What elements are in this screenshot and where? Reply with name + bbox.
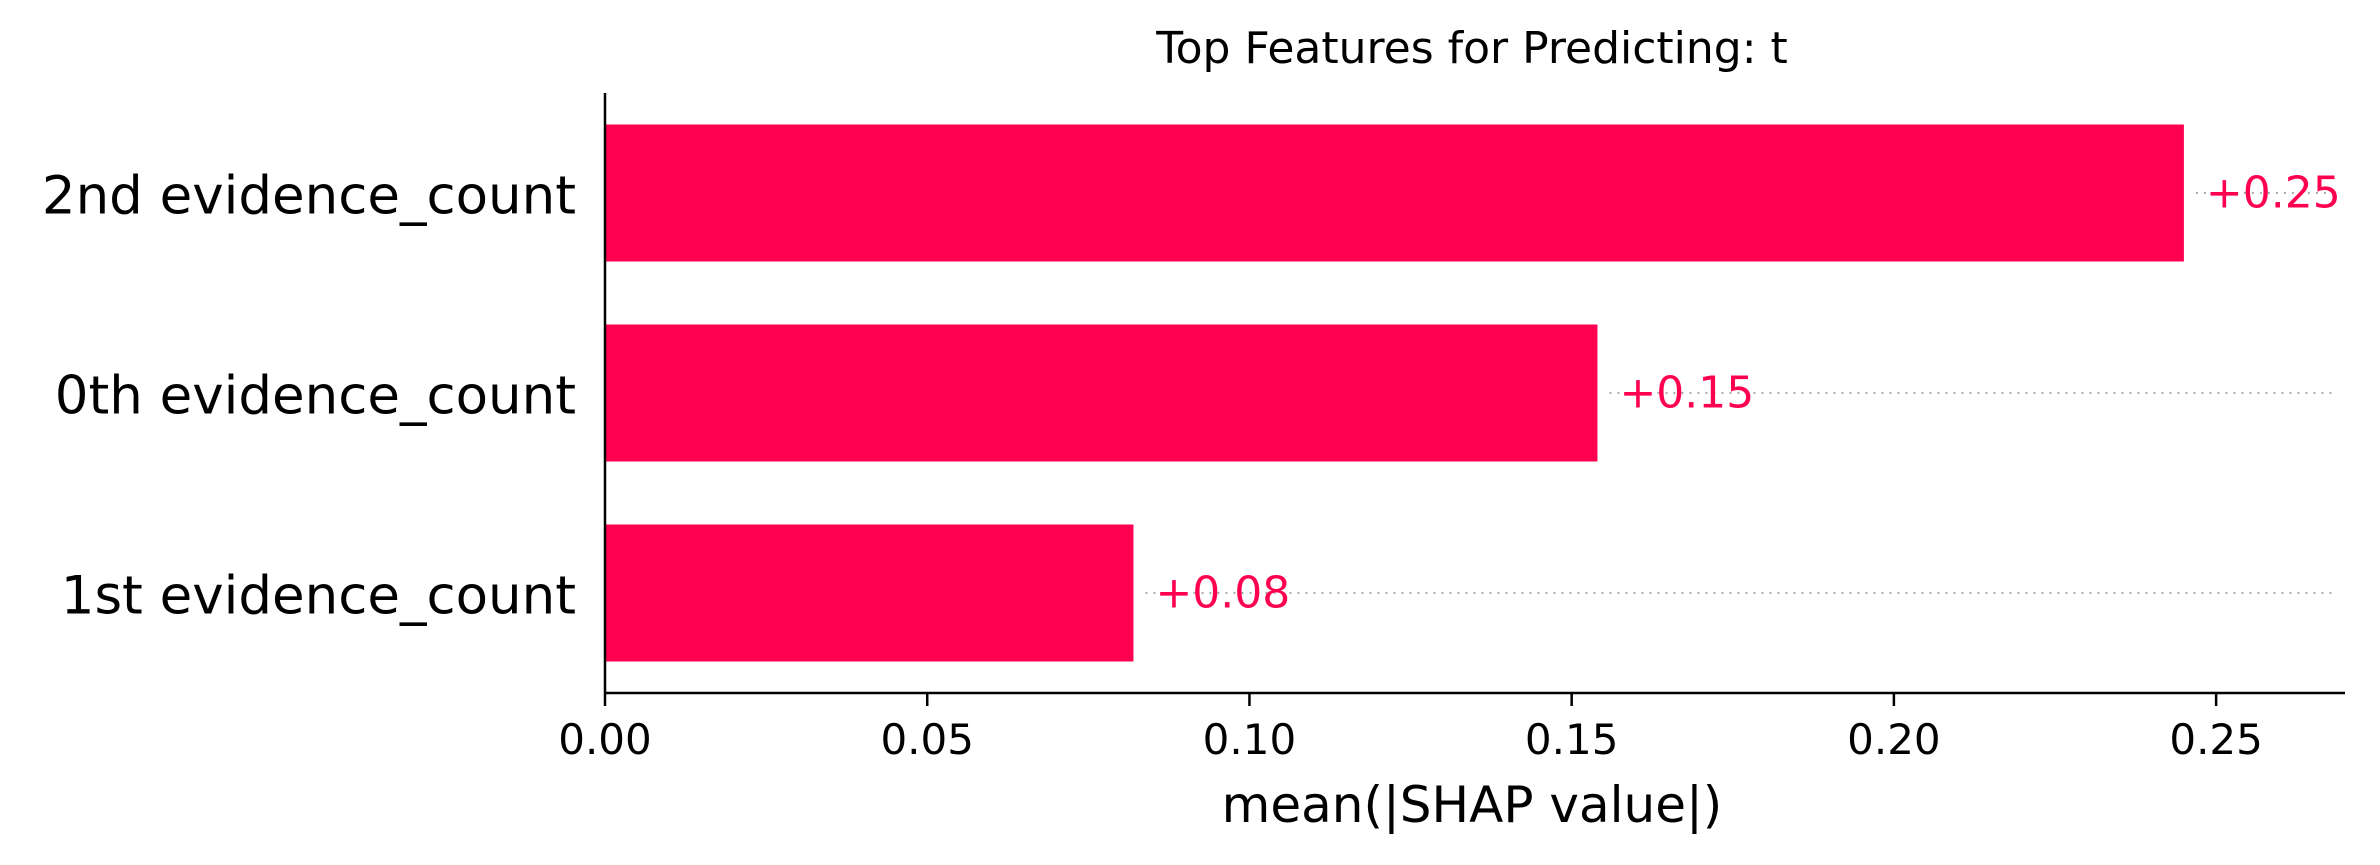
- value-label: +0.25: [2206, 168, 2341, 219]
- value-labels: +0.25 +0.15 +0.08: [1155, 168, 2340, 619]
- x-axis-title: mean(|SHAP value|): [1222, 776, 1723, 834]
- category-label: 1st evidence_count: [61, 566, 576, 627]
- chart-title: Top Features for Predicting: t: [1155, 23, 1788, 74]
- x-ticks: 0.00 0.05 0.10 0.15 0.20 0.25: [558, 693, 2263, 764]
- x-tick-label: 0.00: [558, 715, 652, 764]
- x-tick-label: 0.15: [1525, 715, 1619, 764]
- x-tick-label: 0.25: [2169, 715, 2263, 764]
- bars: [605, 124, 2184, 662]
- bar: [605, 324, 1598, 462]
- x-tick-label: 0.20: [1847, 715, 1941, 764]
- x-tick-label: 0.05: [880, 715, 974, 764]
- category-labels: 2nd evidence_count 0th evidence_count 1st …: [42, 166, 576, 627]
- value-label: +0.08: [1155, 568, 1290, 619]
- guide-lines: [1145, 192, 2335, 594]
- value-label: +0.15: [1619, 368, 1754, 419]
- category-label: 0th evidence_count: [55, 366, 576, 427]
- bar: [605, 124, 2184, 262]
- x-tick-label: 0.10: [1203, 715, 1297, 764]
- bar: [605, 524, 1134, 662]
- category-label: 2nd evidence_count: [42, 166, 576, 227]
